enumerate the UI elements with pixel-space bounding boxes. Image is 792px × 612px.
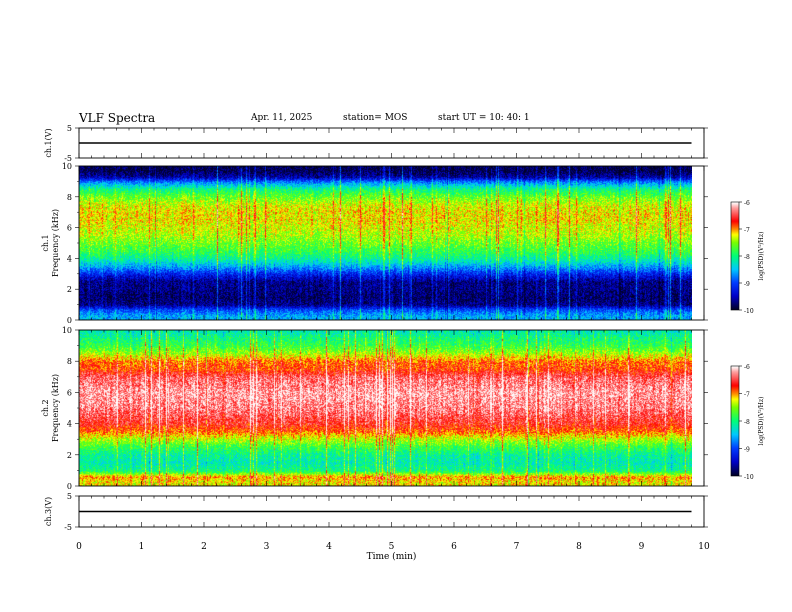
colorbar-tick-label: -6 bbox=[744, 200, 750, 207]
y-tick-label: 6 bbox=[67, 224, 72, 233]
y-axis-label: ch.1 bbox=[41, 234, 50, 251]
colorbar-tick-label: -7 bbox=[744, 227, 750, 234]
colorbar-tick-label: -8 bbox=[744, 419, 750, 426]
colorbar-label: log(PSD)(V²/Hz) bbox=[758, 232, 765, 281]
colorbar-tick-label: -6 bbox=[744, 364, 750, 371]
panel-1: 5 -5 ch.1(V) bbox=[44, 124, 708, 163]
y-tick-label: 2 bbox=[67, 451, 72, 460]
y-tick-label: 8 bbox=[67, 357, 72, 366]
y-tick-label: 5 bbox=[67, 492, 72, 501]
y-tick-label: 10 bbox=[62, 162, 72, 171]
x-tick-label: 2 bbox=[201, 542, 207, 552]
y-tick-label: 0 bbox=[67, 316, 72, 325]
y-tick-label: 4 bbox=[67, 420, 72, 429]
panel-3: -6 -7 -8 -9 -10 log(PSD)(V²/Hz) 0 2 4 6 8 10 ch.2 Fre… bbox=[41, 326, 765, 491]
header-station: station= MOS bbox=[343, 113, 408, 123]
y-tick-label: 10 bbox=[62, 326, 72, 335]
spectrogram-ch1 bbox=[79, 166, 692, 320]
y-tick-label: -5 bbox=[64, 523, 72, 532]
spectrogram-ch2 bbox=[79, 330, 692, 486]
colorbar-tick-label: -9 bbox=[744, 281, 750, 288]
y-axis-label: ch.1(V) bbox=[44, 128, 53, 157]
y-tick-label: 4 bbox=[67, 254, 72, 263]
y-tick-label: 6 bbox=[67, 388, 72, 397]
colorbar-tick-label: -7 bbox=[744, 392, 750, 399]
x-tick-label: 6 bbox=[451, 542, 457, 552]
x-tick-label: 0 bbox=[76, 542, 82, 552]
y-tick-label: 0 bbox=[67, 482, 72, 491]
colorbar-label: log(PSD)(V²/Hz) bbox=[758, 397, 765, 446]
colorbar-tick-label: -8 bbox=[744, 254, 750, 261]
colorbar-tick-label: -10 bbox=[744, 308, 754, 315]
panel-4: 5 -5 ch.3(V) 0 1 2 3 4 5 6 7 8 9 10 Time (min) bbox=[44, 492, 710, 562]
x-tick-label: 9 bbox=[639, 542, 645, 552]
y-axis-label: Frequency (kHz) bbox=[51, 209, 60, 277]
x-tick-label: 3 bbox=[264, 542, 270, 552]
y-axis-label: ch.3(V) bbox=[44, 497, 53, 526]
panel-2: -6 -7 -8 -9 -10 log(PSD)(V²/Hz) 0 2 4 6 8 10 ch.1 Fre… bbox=[41, 162, 765, 325]
colorbar-tick-label: -9 bbox=[744, 447, 750, 454]
x-tick-label: 1 bbox=[139, 542, 145, 552]
x-tick-label: 4 bbox=[326, 542, 332, 552]
x-tick-label: 8 bbox=[576, 542, 582, 552]
x-tick-label: 5 bbox=[389, 542, 395, 552]
header-date: Apr. 11, 2025 bbox=[251, 113, 313, 123]
y-tick-label: 5 bbox=[67, 124, 72, 133]
colorbar-tick-label: -10 bbox=[744, 474, 754, 481]
x-axis-label: Time (min) bbox=[367, 551, 417, 562]
figure-title: VLF Spectra bbox=[79, 111, 156, 125]
y-tick-label: 8 bbox=[67, 193, 72, 202]
y-tick-label: 2 bbox=[67, 285, 72, 294]
header-start-time: start UT = 10: 40: 1 bbox=[438, 113, 530, 123]
colorbar-ch2 bbox=[731, 366, 739, 476]
y-tick-label: -5 bbox=[64, 154, 72, 163]
x-tick-label: 7 bbox=[514, 542, 520, 552]
colorbar-ch1 bbox=[731, 202, 739, 310]
y-axis-label: ch.2 bbox=[41, 399, 50, 416]
y-axis-label: Frequency (kHz) bbox=[51, 374, 60, 442]
x-tick-label: 10 bbox=[698, 542, 710, 552]
